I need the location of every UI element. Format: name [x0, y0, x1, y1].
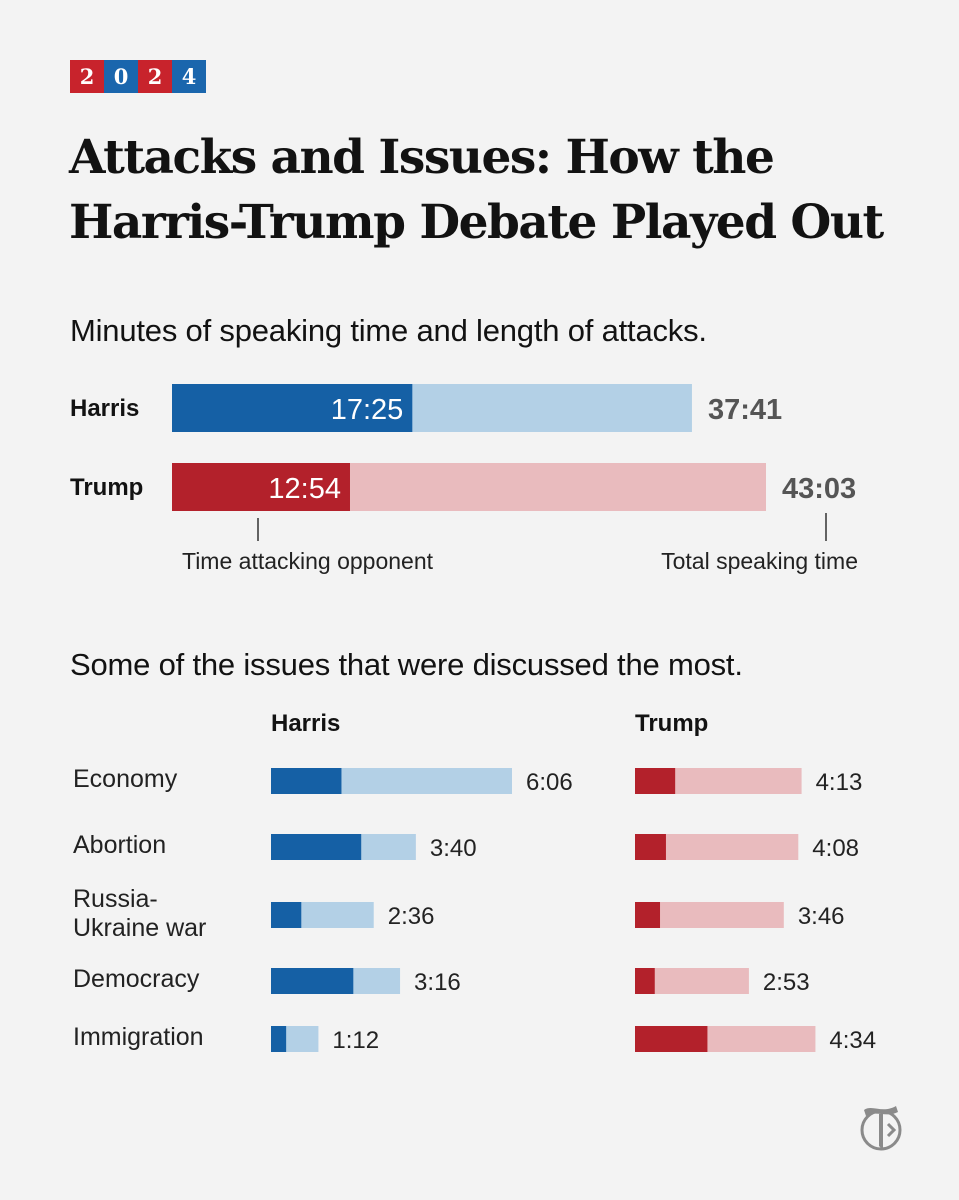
trump-issue-attack-bar	[635, 1026, 708, 1052]
candidate-label: Harris	[70, 395, 139, 422]
harris-issue-attack-bar	[271, 902, 302, 928]
harris-issue-value: 3:40	[430, 835, 477, 862]
year-badge: 2 0 2 4	[70, 60, 206, 93]
harris-issue-value: 1:12	[332, 1027, 379, 1054]
harris-issue-attack-bar	[271, 834, 362, 860]
trump-issue-attack-bar	[635, 768, 676, 794]
badge-digit: 0	[104, 60, 138, 93]
column-header-harris: Harris	[271, 710, 340, 737]
issue-label: Abortion	[73, 831, 166, 859]
page-title: Attacks and Issues: How the Harris-Trump…	[69, 130, 884, 250]
trump-issue-attack-bar	[635, 968, 655, 994]
speaking-time-subtitle: Minutes of speaking time and length of a…	[70, 313, 707, 348]
harris-issue-value: 3:16	[414, 969, 461, 996]
issue-label: Economy	[73, 765, 178, 793]
trump-issue-attack-bar	[635, 902, 661, 928]
issue-label: Ukraine war	[73, 914, 206, 942]
trump-issue-value: 4:13	[816, 769, 863, 796]
total-annotation: Total speaking time	[661, 548, 858, 574]
nyt-logo-icon	[860, 1106, 902, 1151]
harris-issue-attack-bar	[271, 968, 354, 994]
harris-issue-value: 6:06	[526, 769, 573, 796]
column-header-trump: Trump	[635, 710, 708, 737]
total-time-label: 43:03	[782, 473, 856, 505]
attack-time-bar	[172, 463, 350, 511]
harris-issue-value: 2:36	[388, 903, 435, 930]
attack-annotation: Time attacking opponent	[182, 548, 434, 574]
trump-issue-value: 4:08	[812, 835, 859, 862]
candidate-label: Trump	[70, 474, 143, 501]
trump-issue-value: 2:53	[763, 969, 810, 996]
issues-subtitle: Some of the issues that were discussed t…	[70, 647, 743, 682]
trump-issue-value: 3:46	[798, 903, 845, 930]
badge-digit: 4	[172, 60, 206, 93]
issue-label: Democracy	[73, 965, 200, 993]
badge-digit: 2	[70, 60, 104, 93]
harris-issue-attack-bar	[271, 768, 342, 794]
badge-digit: 2	[138, 60, 172, 93]
issue-label: Immigration	[73, 1023, 204, 1051]
attack-time-label: 17:25	[331, 394, 404, 426]
trump-issue-attack-bar	[635, 834, 666, 860]
total-time-label: 37:41	[708, 394, 782, 426]
issue-label: Russia-	[73, 885, 158, 913]
trump-issue-value: 4:34	[829, 1027, 876, 1054]
attack-time-bar	[172, 384, 413, 432]
harris-issue-attack-bar	[271, 1026, 287, 1052]
attack-time-label: 12:54	[268, 473, 341, 505]
